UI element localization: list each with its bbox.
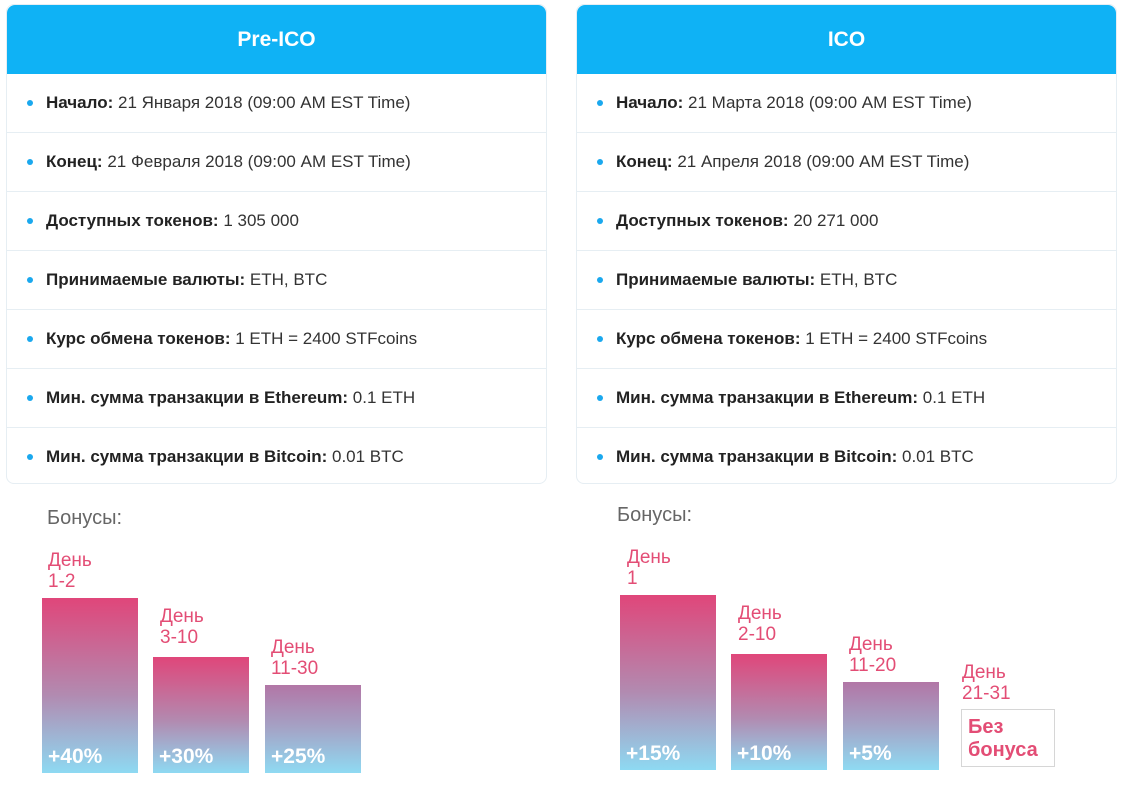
info-row-min-eth: Мин. сумма транзакции в Ethereum: 0.1 ET… [7,369,546,428]
bonus-percent: +15% [626,742,681,765]
bonus-percent: +30% [159,745,214,768]
row-label: Мин. сумма транзакции в Ethereum: [46,388,349,407]
info-row-rate: Курс обмена токенов: 1 ETH = 2400 STFcoi… [577,310,1116,369]
bullet-icon [597,277,603,283]
day-label-range: 11-20 [849,655,897,676]
info-row-currencies: Принимаемые валюты: ETH, BTC [577,251,1116,310]
bullet-icon [597,100,603,106]
row-value: 0.1 ETH [348,388,416,407]
no-bonus-text: Без [968,716,1004,738]
bullet-icon [597,454,603,460]
bullet-icon [597,218,603,224]
row-value: ETH, BTC [815,270,898,289]
row-label: Доступных токенов: [46,211,219,230]
info-row-rate: Курс обмена токенов: 1 ETH = 2400 STFcoi… [7,310,546,369]
row-value: 0.1 ETH [918,388,986,407]
row-value: 21 Апреля 2018 (09:00 AM EST Time) [672,152,970,171]
bullet-icon [27,454,33,460]
info-row-tokens: Доступных токенов: 20 271 000 [577,192,1116,251]
info-row-currencies: Принимаемые валюты: ETH, BTC [7,251,546,310]
row-label: Курс обмена токенов: [616,329,801,348]
bullet-icon [597,159,603,165]
day-label-range: 3-10 [160,627,199,648]
bonus-bar: +25% [265,685,361,773]
bullet-icon [27,277,33,283]
row-value: 21 Марта 2018 (09:00 AM EST Time) [683,93,972,112]
row-value: ETH, BTC [245,270,328,289]
bonus-day-label: День 11-20 [849,634,896,676]
day-label-word: День [849,634,893,655]
day-label-range: 11-30 [271,658,319,679]
row-label: Конец: [46,152,103,171]
day-label-range: 2-10 [738,624,777,645]
pre-ico-bonus-title: Бонусы: [47,507,122,529]
info-row-min-btc: Мин. сумма транзакции в Bitcoin: 0.01 BT… [577,428,1116,483]
bullet-icon [597,336,603,342]
bonus-percent: +5% [849,742,892,765]
day-label-range: 21-31 [962,683,1011,704]
info-row-min-eth: Мин. сумма транзакции в Ethereum: 0.1 ET… [577,369,1116,428]
row-label: Мин. сумма транзакции в Bitcoin: [616,447,898,466]
bonus-day-label: День 1 [627,547,671,589]
bonus-day-label: День 3-10 [160,606,204,648]
info-row-start: Начало: 21 Января 2018 (09:00 AM EST Tim… [7,74,546,133]
bullet-icon [27,218,33,224]
row-value: 1 ETH = 2400 STFcoins [230,329,418,348]
bonus-bar: +5% [843,682,939,770]
bonus-percent: +40% [48,745,103,768]
bullet-icon [27,395,33,401]
ico-panel: ICO Начало: 21 Марта 2018 (09:00 AM EST … [576,4,1117,484]
row-value: 0.01 BTC [897,447,974,466]
bullet-icon [597,395,603,401]
row-value: 0.01 BTC [327,447,404,466]
row-label: Доступных токенов: [616,211,789,230]
row-value: 21 Января 2018 (09:00 AM EST Time) [113,93,411,112]
bonus-day-label: День 11-30 [271,637,318,679]
bullet-icon [27,336,33,342]
row-label: Конец: [616,152,673,171]
day-label-range: 1 [627,568,638,589]
row-value: 1 ETH = 2400 STFcoins [800,329,988,348]
row-label: Начало: [616,93,684,112]
day-label-word: День [160,606,204,627]
bonus-bar: +15% [620,595,716,770]
row-value: 1 305 000 [218,211,299,230]
no-bonus-text: бонуса [968,739,1038,761]
row-value: 21 Февраля 2018 (09:00 AM EST Time) [102,152,411,171]
bullet-icon [27,100,33,106]
row-label: Курс обмена токенов: [46,329,231,348]
bonus-percent: +25% [271,745,326,768]
info-row-tokens: Доступных токенов: 1 305 000 [7,192,546,251]
info-row-end: Конец: 21 Февраля 2018 (09:00 AM EST Tim… [7,133,546,192]
day-label-range: 1-2 [48,571,76,592]
row-label: Мин. сумма транзакции в Ethereum: [616,388,919,407]
day-label-word: День [738,603,782,624]
day-label-word: День [48,550,92,571]
no-bonus-box: Без бонуса [961,709,1055,767]
bonus-percent: +10% [737,742,792,765]
info-row-min-btc: Мин. сумма транзакции в Bitcoin: 0.01 BT… [7,428,546,483]
pre-ico-panel: Pre-ICO Начало: 21 Января 2018 (09:00 AM… [6,4,547,484]
info-row-end: Конец: 21 Апреля 2018 (09:00 AM EST Time… [577,133,1116,192]
bonus-day-label: День 21-31 [962,662,1011,704]
day-label-word: День [627,547,671,568]
row-label: Принимаемые валюты: [616,270,816,289]
bonus-bar: +40% [42,598,138,773]
ico-bonus-title: Бонусы: [617,504,692,526]
row-label: Мин. сумма транзакции в Bitcoin: [46,447,328,466]
info-row-start: Начало: 21 Марта 2018 (09:00 AM EST Time… [577,74,1116,133]
ico-title: ICO [577,5,1116,74]
bullet-icon [27,159,33,165]
day-label-word: День [271,637,315,658]
bonus-day-label: День 1-2 [48,550,92,592]
bonus-day-label: День 2-10 [738,603,782,645]
pre-ico-title: Pre-ICO [7,5,546,74]
bonus-bar: +30% [153,657,249,773]
row-value: 20 271 000 [788,211,879,230]
day-label-word: День [962,662,1006,683]
row-label: Принимаемые валюты: [46,270,246,289]
row-label: Начало: [46,93,114,112]
bonus-bar: +10% [731,654,827,770]
